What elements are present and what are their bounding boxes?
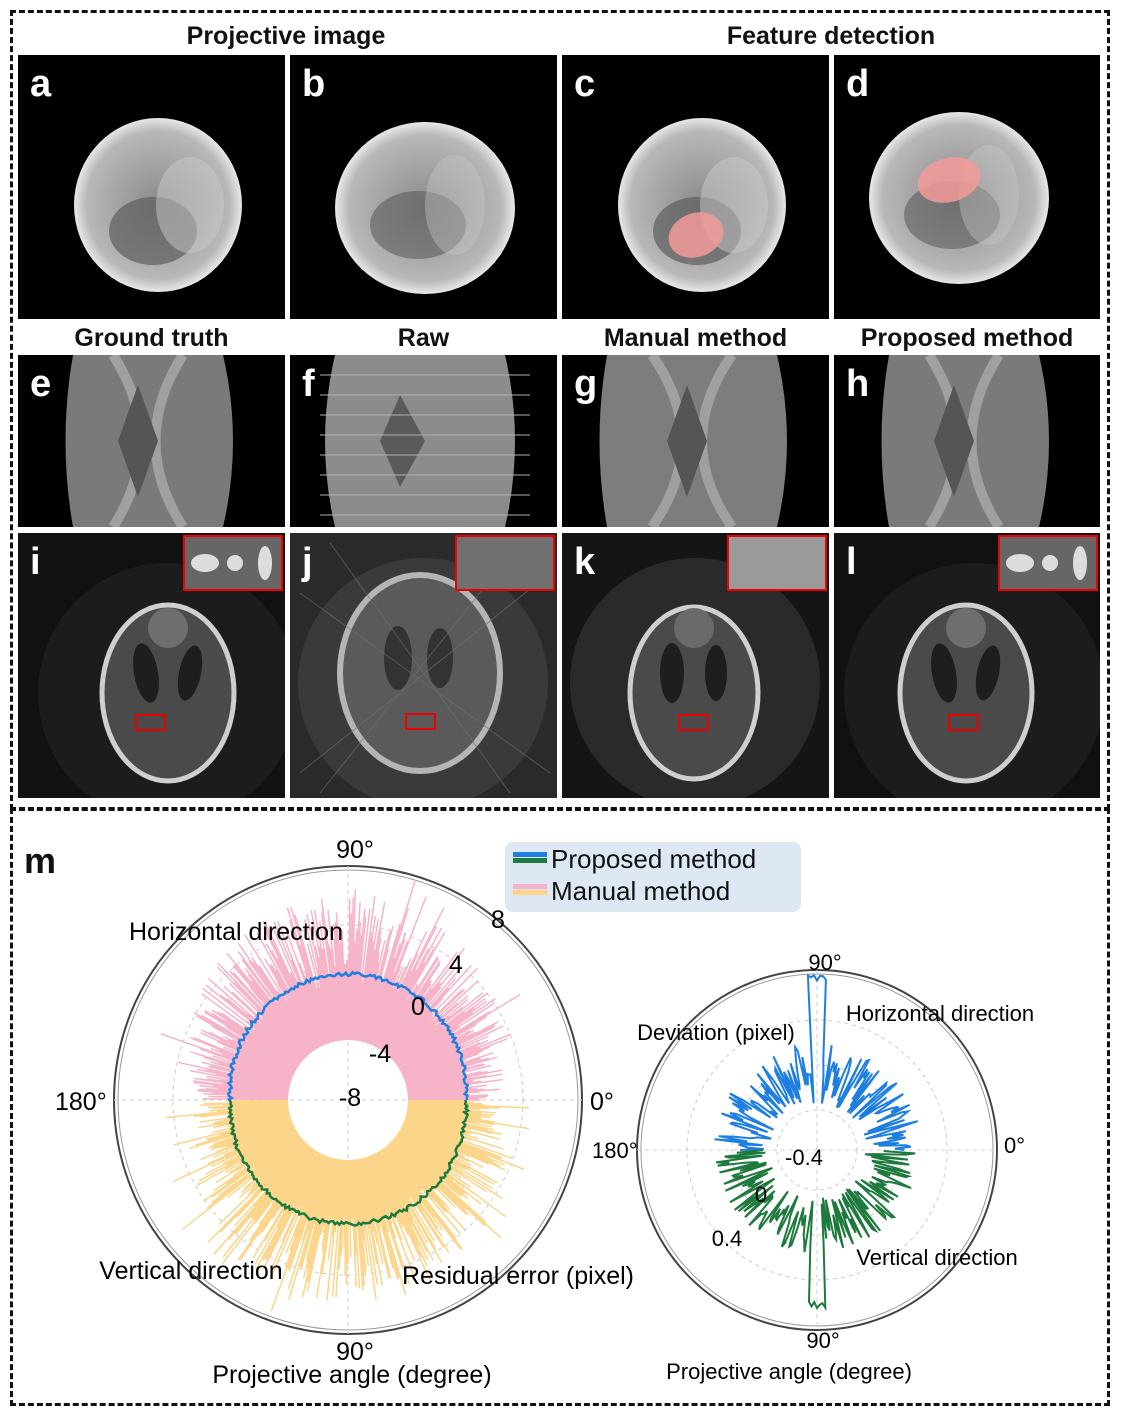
radial-label-neg04: -0.4	[785, 1145, 823, 1170]
header-ground-truth: Ground truth	[74, 324, 229, 352]
zoom-inset-l	[998, 535, 1098, 591]
panel-k: k	[562, 533, 829, 798]
sinogram-g	[599, 355, 787, 527]
radial-label-neg8: -8	[339, 1084, 361, 1112]
text-deviation: Deviation (pixel)	[637, 1020, 795, 1045]
angle-label-left-right: 180°	[592, 1138, 638, 1163]
panel-g: g	[562, 355, 829, 527]
header-proposed-method: Proposed method	[860, 324, 1074, 352]
zoom-inset-k	[727, 535, 827, 591]
panel-letter-a: a	[30, 63, 52, 105]
manual-horizontal-spike	[368, 896, 427, 1045]
radial-label-0-right: 0	[755, 1182, 767, 1207]
panel-i: i	[18, 533, 285, 798]
angle-label-right-left: 0°	[590, 1088, 614, 1116]
panel-letter-l: l	[846, 541, 857, 583]
legend-swatch-proposed	[513, 852, 547, 857]
feature-image-d	[869, 112, 1049, 284]
legend-swatch-proposed-2	[513, 858, 547, 863]
radial-label-8: 8	[491, 906, 505, 934]
radial-label-04: 0.4	[712, 1226, 743, 1251]
angle-label-right-right: 0°	[1004, 1133, 1025, 1158]
radial-label-neg4: -4	[369, 1040, 391, 1068]
panel-b: b	[290, 55, 557, 319]
text-horizontal-direction-right: Horizontal direction	[846, 1001, 1034, 1026]
polar-plot-right: 90° 180° 0° 90° -0.4 0 0.4 Horizontal di…	[592, 950, 1034, 1384]
angle-label-bottom-right: 90°	[806, 1328, 839, 1353]
sinogram-e	[65, 355, 233, 527]
proposed-horizontal-curve-left	[226, 970, 470, 1102]
proposed-horizontal-deviation	[714, 973, 919, 1151]
panel-c: c	[562, 55, 829, 319]
sinogram-h	[881, 355, 1049, 527]
angle-label-top-right: 90°	[808, 950, 841, 975]
radial-label-4: 4	[449, 951, 463, 979]
xlabel-right: Projective angle (degree)	[666, 1359, 912, 1384]
text-vertical-direction-right: Vertical direction	[856, 1245, 1017, 1270]
text-vertical-direction-left: Vertical direction	[99, 1257, 282, 1285]
legend: Proposed method Manual method	[505, 842, 801, 912]
panel-letter-b: b	[302, 63, 326, 105]
projection-image-a	[74, 118, 242, 292]
reconstruction-l	[844, 563, 1100, 798]
proposed-vertical-curve-left	[226, 1099, 471, 1227]
panel-d: d	[834, 55, 1100, 319]
legend-label-manual: Manual method	[551, 876, 731, 906]
header-manual-method: Manual method	[603, 324, 788, 352]
reconstruction-i	[38, 563, 285, 798]
header-feature-detection: Feature detection	[726, 22, 936, 50]
polar-plot-left: 90° 180° 0° 90° 8 4 0 -4 -8 Horizontal d…	[55, 836, 634, 1389]
text-horizontal-direction-left: Horizontal direction	[129, 918, 343, 946]
panel-letter-c: c	[574, 63, 596, 105]
manual-vertical-spike	[270, 1156, 329, 1312]
header-projective-image: Projective image	[186, 22, 386, 50]
zoom-inset-i	[183, 535, 283, 591]
reconstruction-k	[570, 558, 820, 798]
feature-image-c	[618, 118, 786, 292]
header-raw: Raw	[397, 324, 450, 352]
reconstruction-j	[298, 542, 551, 798]
legend-swatch-manual	[513, 884, 547, 889]
manual-horizontal-spike	[364, 879, 417, 1043]
panel-letter-j: j	[302, 541, 313, 583]
panel-e: e	[18, 355, 285, 527]
panel-letter-d: d	[846, 63, 870, 105]
radial-label-0: 0	[411, 993, 425, 1021]
panel-letter-m: m	[24, 840, 57, 881]
panel-l: l	[834, 533, 1100, 798]
proposed-vertical-deviation	[715, 1149, 916, 1312]
angle-label-bottom-left: 90°	[336, 1338, 374, 1366]
panel-letter-g: g	[574, 363, 598, 405]
sinogram-f	[320, 355, 530, 527]
panel-letter-k: k	[574, 541, 596, 583]
panel-letter-h: h	[846, 363, 870, 405]
angle-label-top-left: 90°	[336, 836, 374, 864]
text-residual-error: Residual error (pixel)	[402, 1262, 634, 1290]
zoom-inset-j	[455, 535, 555, 591]
panel-letter-i: i	[30, 541, 41, 583]
panel-f: f	[290, 355, 557, 527]
figure-bottom-frame	[10, 808, 1110, 1406]
panel-j: j	[290, 533, 557, 798]
panel-letter-e: e	[30, 363, 52, 405]
angle-label-left-left: 180°	[55, 1088, 107, 1116]
panel-letter-f: f	[302, 363, 315, 405]
legend-swatch-manual-2	[513, 890, 547, 895]
detected-feature-overlay	[668, 212, 724, 258]
projection-image-b	[335, 122, 515, 294]
manual-horizontal-spike	[202, 1097, 289, 1101]
panel-h: h	[834, 355, 1100, 527]
detected-feature-overlay	[917, 157, 981, 203]
panel-a: a	[18, 55, 285, 319]
xlabel-left: Projective angle (degree)	[212, 1361, 491, 1389]
legend-label-proposed: Proposed method	[551, 844, 757, 874]
